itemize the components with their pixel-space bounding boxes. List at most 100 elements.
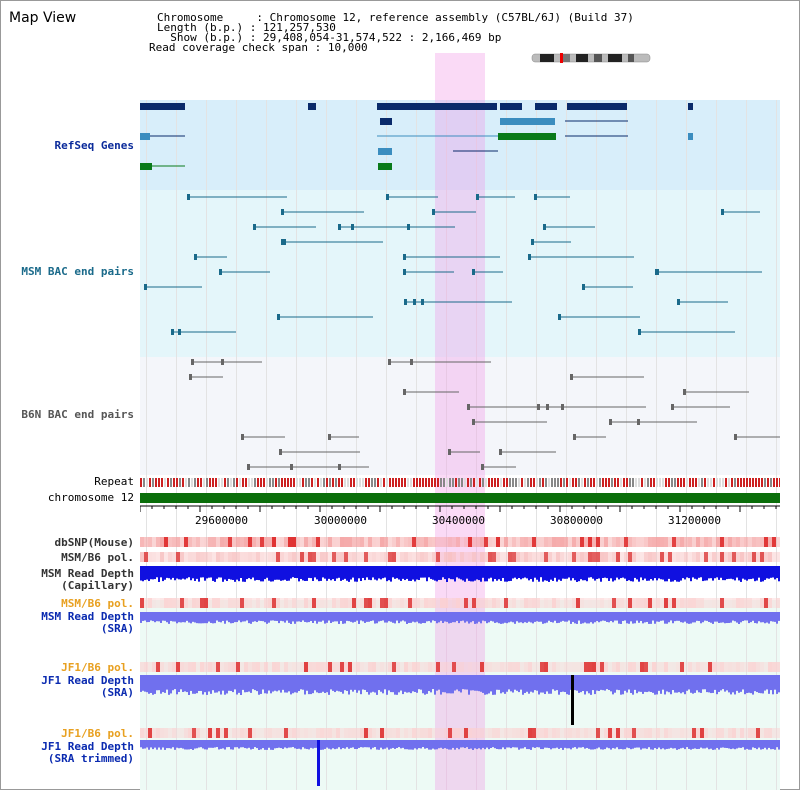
depth-bar [398,675,400,693]
depth-bar [646,612,648,622]
heat-cell [680,662,684,672]
heat-cell [456,552,460,562]
heat-cell [264,662,268,672]
heat-cell [352,552,356,562]
depth-bar [688,740,690,749]
depth-bar [410,675,412,694]
heat-cell [208,662,212,672]
depth-bar [528,566,530,581]
heat-cell [492,552,496,562]
depth-bar [510,566,512,581]
heat-cell [444,537,448,547]
heat-cell [400,552,404,562]
heat-cell [312,728,316,738]
depth-bar [496,612,498,623]
depth-bar [386,740,388,748]
depth-bar [588,740,590,749]
heat-cell [348,728,352,738]
depth-bar [362,566,364,578]
depth-bar [406,612,408,624]
depth-bar [742,612,744,622]
depth-bar [366,740,368,748]
depth-bar [482,675,484,693]
heat-cell [228,552,232,562]
heat-cell [276,662,280,672]
depth-bar [180,566,182,580]
depth-bar [660,566,662,580]
heat-cell [272,728,276,738]
heat-cell [368,598,372,608]
heat-cell [308,598,312,608]
length-key: Length (b.p.) [157,21,250,34]
grid-line [206,100,207,790]
heat-cell [324,662,328,672]
heat-cell [688,537,692,547]
repeat-mark [527,478,529,487]
repeat-mark [212,478,214,487]
depth-bar [344,675,346,691]
heat-cell [452,598,456,608]
depth-bar [310,612,312,622]
bac-end [277,314,280,320]
grid-line [476,100,477,790]
heat-cell [200,537,204,547]
depth-bar [312,740,314,749]
heat-cell [392,552,396,562]
heat-cell [588,662,592,672]
depth-bar [614,612,616,621]
depth-bar [232,612,234,624]
depth-bar [572,740,574,748]
depth-bar [392,612,394,623]
depth-bar [734,675,736,695]
depth-bar [626,675,628,693]
heat-cell [564,598,568,608]
heat-cell [676,662,680,672]
depth-bar [352,675,354,692]
depth-bar [370,566,372,581]
depth-bar [538,740,540,748]
repeat-mark [353,478,355,487]
depth-bar [154,675,156,694]
depth-bar [616,566,618,578]
heat-cell [348,598,352,608]
heat-cell [320,552,324,562]
depth-bar [248,566,250,579]
depth-bar [606,566,608,579]
heat-cell [260,537,264,547]
depth-bar [634,566,636,578]
repeat-mark [749,478,751,487]
depth-bar [298,612,300,622]
depth-bar [250,675,252,693]
heat-cell [400,537,404,547]
chromosome-ideogram[interactable] [530,53,654,63]
repeat-mark [746,478,748,487]
repeat-mark [665,478,667,487]
depth-bar [204,612,206,624]
heat-cell [156,728,160,738]
heat-cell [360,552,364,562]
bac-end [338,464,341,470]
depth-bar [756,566,758,581]
depth-bar [174,612,176,622]
depth-bar [290,566,292,579]
heat-cell [368,662,372,672]
depth-bar [352,612,354,623]
heat-cell [236,662,240,672]
depth-bar [552,612,554,623]
depth-bar [732,612,734,621]
heat-cell [672,728,676,738]
grid-line [446,100,447,790]
depth-bar [670,612,672,621]
heat-cell [228,537,232,547]
depth-bar [370,675,372,693]
bac-end [187,194,190,200]
depth-bar [426,566,428,582]
depth-bar [570,612,572,624]
heat-cell [476,728,480,738]
repeat-mark [752,478,754,487]
heat-cell [288,537,292,547]
bac-end [189,374,192,380]
tracks-area[interactable] [140,53,780,790]
depth-bar [368,675,370,695]
heat-cell [252,537,256,547]
